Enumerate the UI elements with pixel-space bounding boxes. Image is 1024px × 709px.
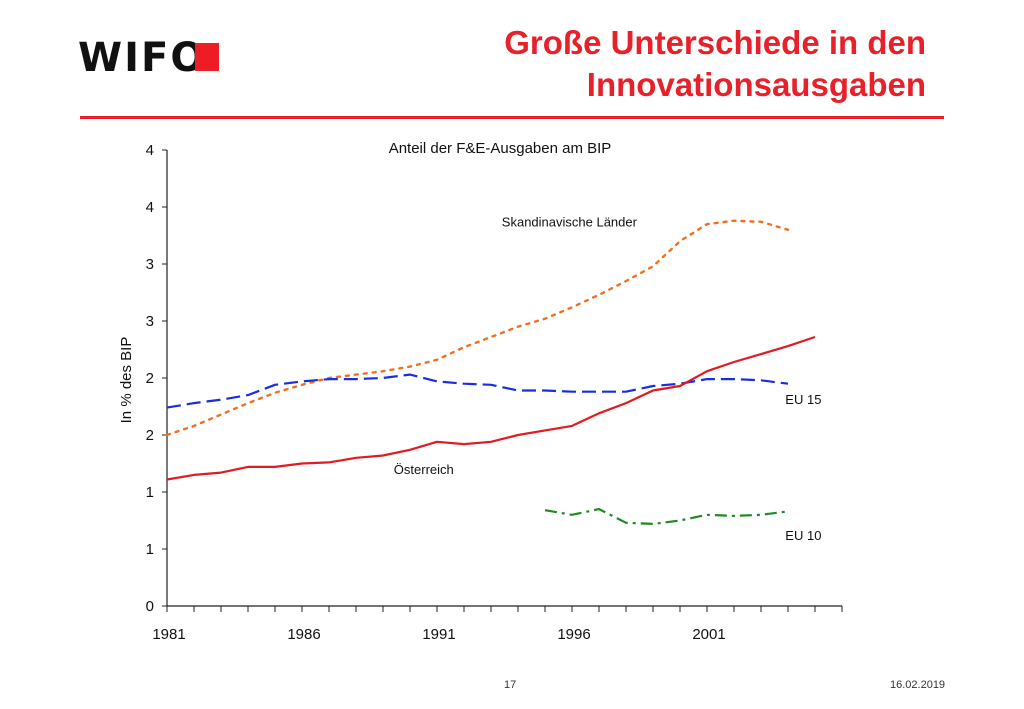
x-tick-label: 1981 (152, 626, 185, 643)
y-tick-label: 1 (146, 484, 154, 501)
series-line-österreich (166, 335, 816, 481)
x-tick-label: 1986 (287, 626, 320, 643)
footer-date: 16.02.2019 (890, 679, 946, 691)
series-label: Österreich (394, 462, 454, 477)
series-label: EU 15 (785, 392, 821, 407)
chart-annotations: Skandinavische Länder EU 15 Österreich EU 1… (394, 214, 822, 543)
x-tick-label: 2001 (692, 626, 725, 643)
page-title-line-1: Große Unterschiede in den (504, 24, 926, 61)
y-tick-label: 3 (146, 313, 154, 330)
logo-red-square (195, 43, 219, 71)
y-tick-label: 2 (146, 427, 154, 444)
page-title: Große Unterschiede in den Innovationsaus… (504, 22, 926, 106)
y-tick-label: 0 (146, 598, 154, 615)
series-label: EU 10 (785, 528, 821, 543)
y-axis-label: In % des BIP (118, 337, 135, 424)
y-tick-label: 3 (146, 256, 154, 273)
wifo-logo: WIFO (78, 35, 207, 81)
x-tick-label: 1996 (557, 626, 590, 643)
series-line-skandinavische-länder (165, 219, 790, 437)
series-line-eu-15 (166, 373, 789, 409)
chart-series (165, 219, 816, 526)
chart-title: Anteil der F&E-Ausgaben am BIP (389, 140, 612, 157)
page-title-line-2: Innovationsausgaben (586, 66, 926, 103)
chart-axes: 0 1 1 2 2 3 3 4 4 1981 1986 1991 1996 2001 (146, 142, 843, 643)
y-tick-label: 2 (146, 370, 154, 387)
series-label: Skandinavische Länder (502, 214, 638, 229)
title-divider (80, 116, 944, 119)
y-tick-label: 4 (146, 199, 154, 216)
y-tick-label: 4 (146, 142, 154, 159)
y-tick-label: 1 (146, 541, 154, 558)
series-line-eu-10 (544, 508, 789, 526)
page-number: 17 (504, 679, 517, 691)
x-tick-label: 1991 (422, 626, 455, 643)
